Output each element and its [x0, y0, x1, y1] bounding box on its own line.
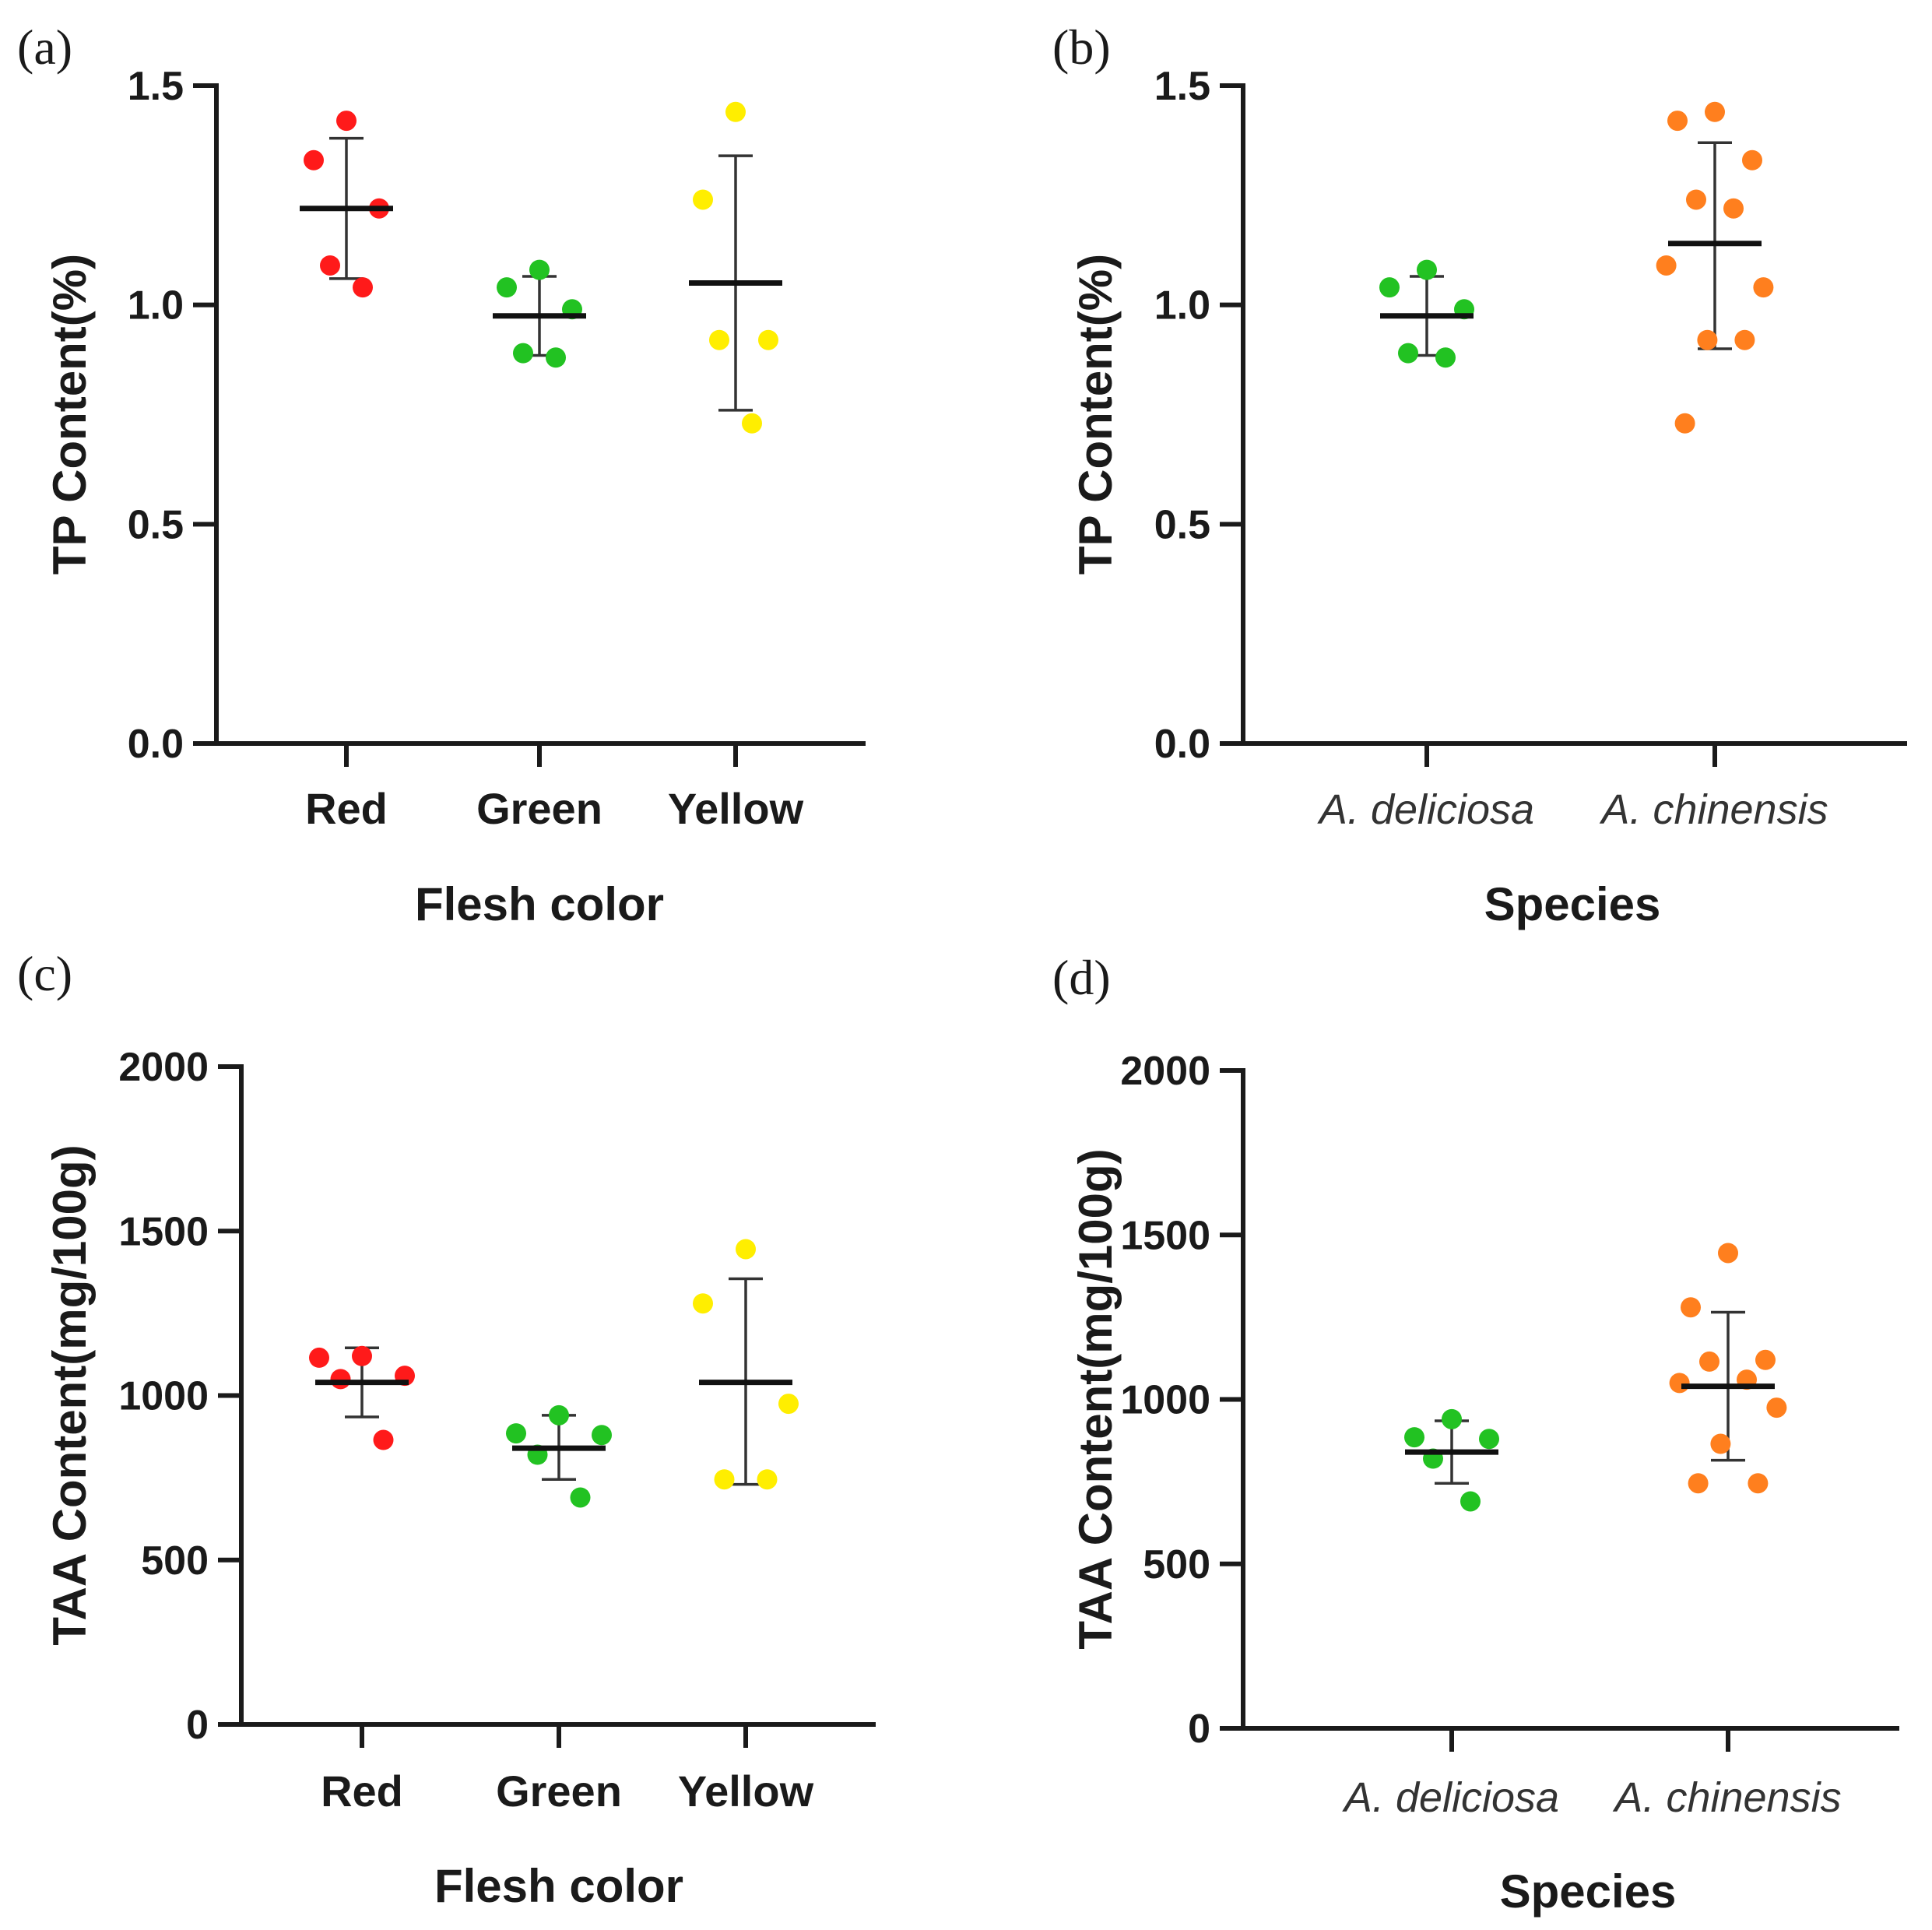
- y-tick-label: 1.5: [1154, 64, 1210, 109]
- data-point: [570, 1487, 591, 1508]
- y-tick-label: 1500: [1120, 1213, 1210, 1258]
- data-point: [1688, 1473, 1709, 1494]
- data-point: [1656, 255, 1677, 276]
- x-axis-title: Flesh color: [415, 878, 664, 930]
- panel-label: (a): [17, 19, 72, 75]
- data-point: [1417, 259, 1437, 280]
- data-point: [742, 413, 762, 434]
- x-tick-label: Red: [321, 1767, 403, 1816]
- data-point: [529, 259, 550, 280]
- data-point: [1379, 277, 1400, 298]
- data-point: [353, 277, 373, 298]
- data-point: [1442, 1408, 1462, 1429]
- y-tick-label: 0: [1188, 1707, 1210, 1752]
- data-point: [736, 1239, 756, 1260]
- data-point: [336, 111, 357, 132]
- x-axis-title: Species: [1484, 878, 1661, 930]
- data-point: [1479, 1429, 1499, 1450]
- panel-label: (d): [1052, 950, 1111, 1005]
- x-axis-title: Species: [1500, 1865, 1677, 1918]
- y-tick-label: 0.0: [1154, 722, 1210, 767]
- data-point: [757, 1469, 778, 1490]
- data-point: [1686, 189, 1706, 210]
- data-point: [304, 149, 324, 171]
- data-point: [592, 1425, 612, 1446]
- y-tick-label: 500: [1143, 1542, 1210, 1587]
- panel-a: (a) 0.0 0.5 1.0 1.5 TP Content(%) Flesh color R…: [17, 19, 866, 930]
- data-point: [506, 1423, 526, 1444]
- data-point: [714, 1469, 735, 1490]
- y-tick-label: 0.0: [128, 722, 184, 767]
- data-point: [309, 1347, 329, 1368]
- data-point: [1718, 1243, 1738, 1264]
- x-tick-label: Red: [305, 784, 388, 833]
- y-axis-title: TP Content(%): [44, 254, 96, 575]
- y-tick-label: 1500: [118, 1209, 209, 1254]
- data-point: [1697, 329, 1718, 350]
- data-point: [693, 1293, 713, 1314]
- y-tick-label: 1000: [118, 1374, 209, 1419]
- x-axis-title: Flesh color: [434, 1860, 683, 1912]
- panel-d: (d) 0 500 1000 1500 2000 TAA Content(mg/100g) S…: [1052, 950, 1899, 1918]
- x-tick-label: Yellow: [678, 1767, 814, 1816]
- data-point: [373, 1429, 394, 1450]
- x-tick-label: A. deliciosa: [1342, 1774, 1559, 1821]
- y-tick-label: 500: [141, 1538, 209, 1584]
- data-point: [549, 1404, 569, 1426]
- y-tick-label: 2000: [118, 1045, 209, 1090]
- data-point: [1710, 1433, 1731, 1454]
- y-tick-label: 1.0: [128, 283, 184, 329]
- data-point: [352, 1345, 372, 1366]
- y-tick-label: 0.5: [1154, 502, 1210, 547]
- y-axis-title: TAA Content(mg/100g): [1070, 1148, 1122, 1649]
- y-tick-label: 0.5: [128, 502, 184, 547]
- panel-b: (b) 0.0 0.5 1.0 1.5 TP Content(%) Species A. de…: [1052, 19, 1907, 930]
- panel-c: (c) 0 500 1000 1500 2000 TAA Content(mg/100g) F…: [17, 946, 876, 1912]
- data-point: [1667, 111, 1688, 132]
- data-point: [778, 1394, 799, 1415]
- data-point: [1753, 277, 1774, 298]
- data-point: [1699, 1351, 1719, 1372]
- y-tick-label: 1.5: [128, 64, 184, 109]
- x-tick-label: Green: [476, 784, 602, 833]
- x-tick-label: Yellow: [668, 784, 804, 833]
- y-axis-title: TP Content(%): [1070, 254, 1122, 575]
- panel-label: (b): [1052, 19, 1111, 75]
- data-point: [1398, 343, 1418, 364]
- data-point: [497, 277, 517, 298]
- x-tick-label: A. deliciosa: [1317, 786, 1534, 833]
- data-point: [1766, 1397, 1787, 1418]
- panel-label: (c): [17, 946, 72, 1001]
- data-point: [1755, 1349, 1776, 1370]
- y-axis-title: TAA Content(mg/100g): [44, 1144, 96, 1645]
- x-tick-label: A. chinensis: [1612, 1774, 1841, 1821]
- data-point: [1705, 101, 1725, 122]
- data-point: [758, 329, 778, 350]
- y-tick-label: 0: [186, 1703, 209, 1748]
- data-point: [1674, 413, 1695, 434]
- data-point: [1681, 1297, 1701, 1318]
- data-point: [330, 1369, 351, 1390]
- data-point: [1734, 329, 1755, 350]
- data-point: [709, 329, 729, 350]
- y-tick-label: 2000: [1120, 1049, 1210, 1094]
- data-point: [1742, 149, 1762, 171]
- data-point: [1435, 347, 1456, 368]
- data-point: [1460, 1491, 1481, 1512]
- data-point: [725, 101, 746, 122]
- data-point: [1404, 1427, 1424, 1448]
- data-point: [1748, 1473, 1769, 1494]
- y-tick-label: 1000: [1120, 1378, 1210, 1423]
- data-point: [546, 347, 566, 368]
- x-tick-label: Green: [496, 1767, 622, 1816]
- y-tick-label: 1.0: [1154, 283, 1210, 329]
- x-tick-label: A. chinensis: [1599, 786, 1828, 833]
- data-point: [1723, 198, 1744, 219]
- data-point: [1669, 1373, 1690, 1394]
- data-point: [513, 343, 533, 364]
- data-point: [693, 189, 713, 210]
- data-point: [320, 255, 340, 276]
